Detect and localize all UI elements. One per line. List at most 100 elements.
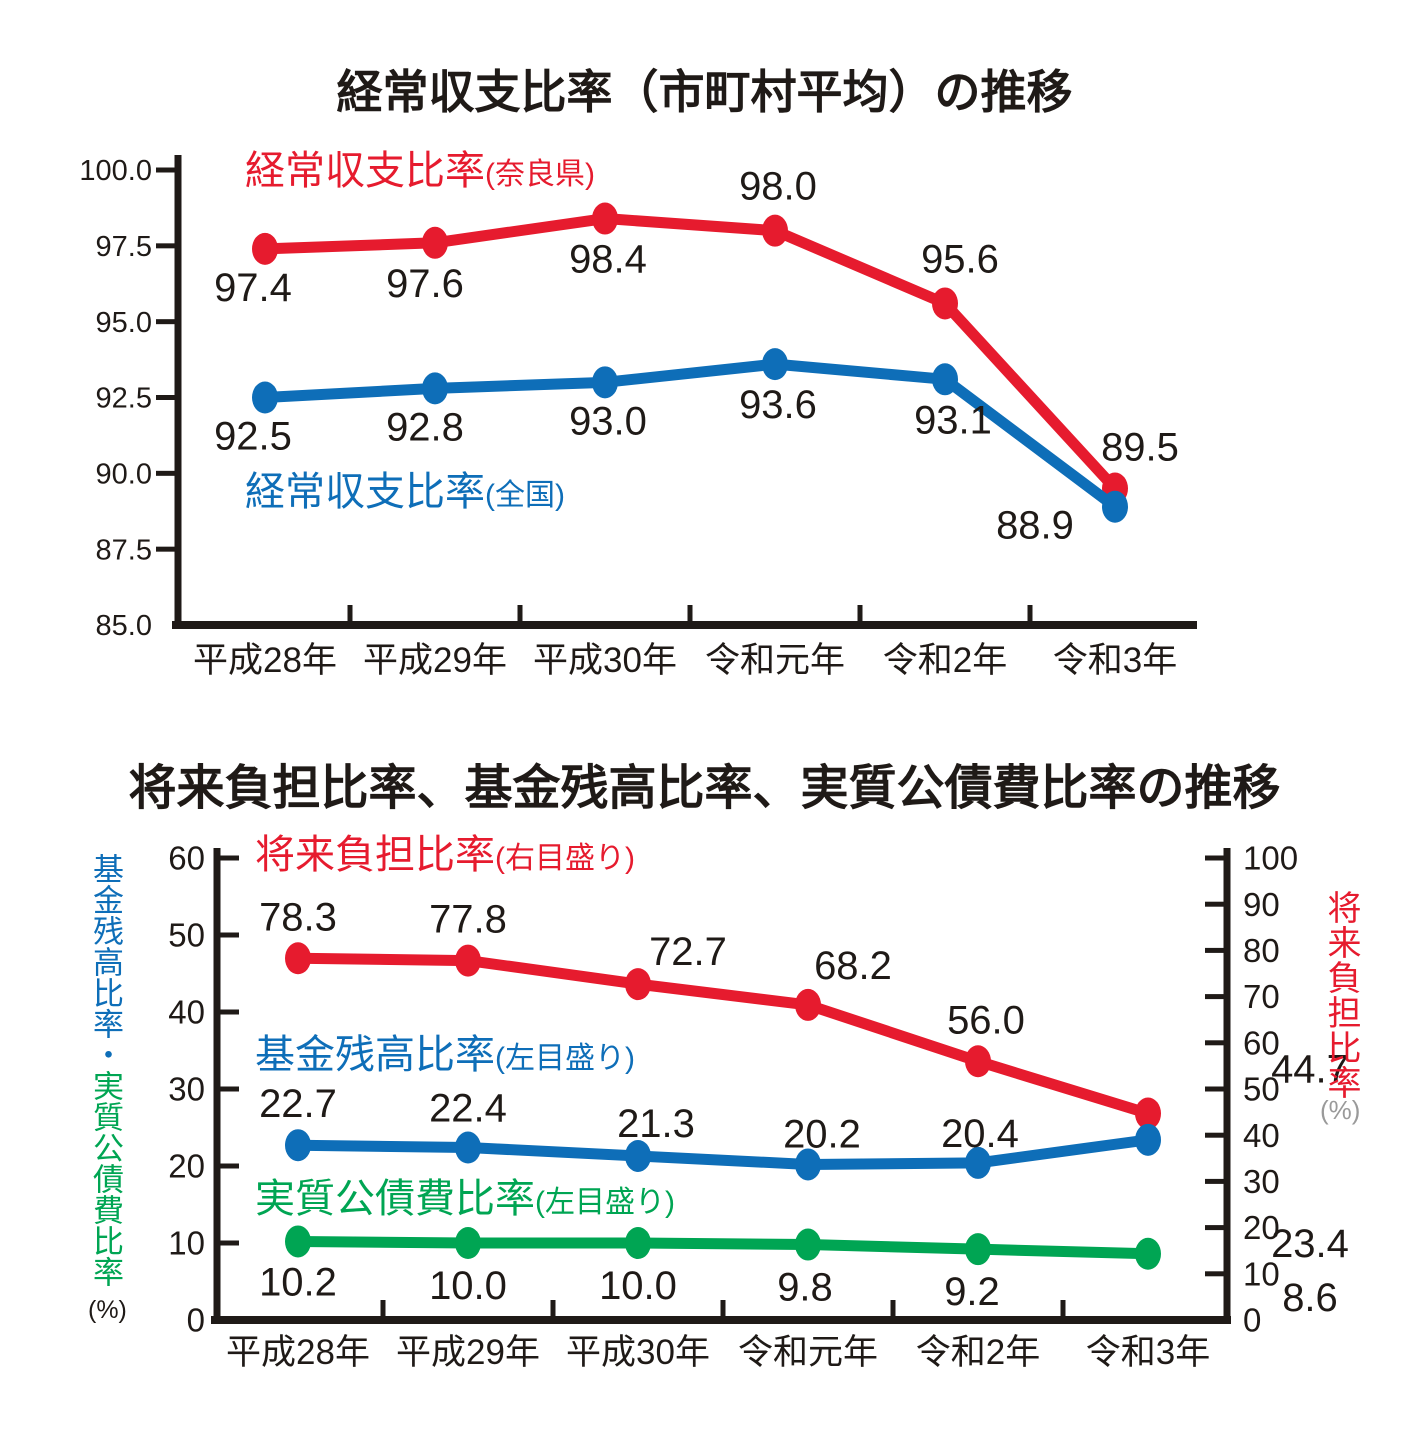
chart1-series-1-value-label: 93.1 bbox=[914, 398, 992, 442]
chart1-series-0-marker bbox=[762, 214, 788, 247]
chart2-series-0-marker bbox=[1135, 1097, 1161, 1130]
chart2-y-tick-right bbox=[1205, 947, 1227, 953]
chart2-x-label: 令和2年 bbox=[916, 1333, 1040, 1372]
chart2-x-label: 平成29年 bbox=[396, 1333, 540, 1372]
chart1-y-axis-left bbox=[174, 155, 182, 629]
chart1-y-tick-left bbox=[156, 470, 178, 476]
chart1-series-0-value-label: 97.4 bbox=[214, 266, 292, 310]
chart1-x-label: 令和3年 bbox=[1053, 641, 1177, 680]
chart2-series-0-value-label: 56.0 bbox=[947, 998, 1025, 1042]
chart2-y-tick-label-right: 20 bbox=[1243, 1209, 1280, 1246]
chart2-series-1-marker bbox=[625, 1139, 651, 1172]
chart2-y-tick-right bbox=[1205, 1225, 1227, 1231]
chart2-x-tick bbox=[720, 1300, 726, 1316]
chart1-y-tick-left bbox=[156, 395, 178, 400]
chart2-y-tick-right bbox=[1205, 1132, 1227, 1138]
chart2-series-0-legend: 将来負担比率(右目盛り) bbox=[255, 833, 635, 877]
chart1-series-0-marker bbox=[932, 287, 958, 320]
chart1-series-0-line bbox=[259, 213, 1121, 494]
chart2-series-2-marker bbox=[965, 1233, 991, 1266]
chart2-x-axis bbox=[211, 1316, 1231, 1324]
chart1-x-axis bbox=[172, 621, 1197, 629]
chart2-series-2-line bbox=[292, 1235, 1154, 1260]
chart1-y-tick-label-left: 97.5 bbox=[96, 231, 152, 263]
chart2-series-2-value-label: 9.8 bbox=[777, 1266, 833, 1310]
chart2-right-axis-unit: (%) bbox=[1320, 1095, 1361, 1125]
chart2-title: 将来負担比率、基金残高比率、実質公債費比率の推移 bbox=[128, 762, 1281, 815]
chart1-y-tick-label-left: 100.0 bbox=[79, 155, 152, 187]
chart1-x-tick bbox=[347, 605, 353, 621]
chart2-y-tick-left bbox=[217, 855, 239, 861]
chart1-y-tick-left bbox=[156, 546, 178, 552]
chart2-series-1-marker bbox=[795, 1148, 821, 1181]
chart2-x-label: 平成28年 bbox=[226, 1333, 370, 1372]
chart1-series-1-value-label: 93.6 bbox=[739, 383, 817, 427]
chart2-y-tick-right bbox=[1205, 901, 1227, 907]
chart2-series-1-value-label: 20.4 bbox=[941, 1112, 1019, 1156]
chart2-y-tick-right bbox=[1205, 1178, 1227, 1184]
chart1-x-tick bbox=[687, 605, 693, 621]
chart2-x-tick bbox=[890, 1300, 896, 1316]
chart2-y-tick-label-right: 40 bbox=[1243, 1117, 1280, 1154]
chart2-y-tick-left bbox=[217, 1009, 239, 1015]
chart2-y-tick-label-left: 0 bbox=[187, 1302, 205, 1339]
chart2-series-0-value-label: 72.7 bbox=[649, 930, 727, 974]
chart2-y-tick-label-right: 10 bbox=[1243, 1255, 1280, 1292]
chart2-y-tick-right bbox=[1205, 855, 1227, 861]
chart2-series-1-marker bbox=[285, 1129, 311, 1162]
chart2-x-tick bbox=[1060, 1300, 1066, 1316]
chart2-y-tick-label-left: 60 bbox=[168, 840, 205, 877]
chart2-y-tick-right bbox=[1205, 1271, 1227, 1277]
chart2-y-tick-right bbox=[1205, 1086, 1227, 1092]
chart1-y-tick-left bbox=[156, 319, 178, 325]
chart1-series-1-marker bbox=[932, 363, 958, 396]
chart2-y-tick-label-right: 100 bbox=[1243, 840, 1298, 877]
chart2-y-tick-left bbox=[217, 932, 239, 938]
chart2-series-0-value-label: 44.7 bbox=[1271, 1047, 1349, 1091]
chart1-x-label: 平成29年 bbox=[363, 641, 507, 680]
fund-balance-ratio-axis-label: 基金残高比率・ bbox=[88, 853, 123, 1070]
chart1-series-1-marker bbox=[252, 381, 278, 414]
chart1-series-0-value-label: 89.5 bbox=[1101, 426, 1179, 470]
chart1-series-1-marker bbox=[422, 372, 448, 405]
chart1-y-tick-label-left: 87.5 bbox=[96, 534, 152, 566]
chart1-title: 経常収支比率（市町村平均）の推移 bbox=[336, 66, 1073, 118]
chart2-y-tick-label-right: 70 bbox=[1243, 978, 1280, 1015]
chart1-series-0-legend: 経常収支比率(奈良県) bbox=[245, 149, 595, 193]
chart1-series-0-value-label: 97.6 bbox=[386, 262, 464, 306]
chart2-series-1-value-label: 20.2 bbox=[783, 1112, 861, 1156]
chart1-series-0-value-label: 98.4 bbox=[569, 238, 647, 282]
chart2-series-1-marker bbox=[965, 1146, 991, 1179]
chart2-series-0-value-label: 77.8 bbox=[429, 898, 507, 942]
chart1-y-tick-label-left: 92.5 bbox=[96, 383, 152, 415]
chart2-series-2-marker bbox=[455, 1227, 481, 1259]
chart2-series-1-marker bbox=[1135, 1123, 1161, 1156]
chart1-series-1-marker bbox=[1102, 490, 1128, 523]
chart2-y-tick-label-left: 50 bbox=[168, 917, 205, 954]
chart2-y-tick-left bbox=[217, 1163, 239, 1169]
chart2-x-label: 令和3年 bbox=[1086, 1333, 1210, 1372]
chart2-y-tick-label-right: 50 bbox=[1243, 1071, 1280, 1108]
chart1-y-tick-label-left: 95.0 bbox=[96, 307, 152, 339]
chart1-series-1-legend: 経常収支比率(全国) bbox=[245, 470, 565, 514]
chart2-series-2-marker bbox=[795, 1228, 821, 1261]
chart2-left-axis-unit: (%) bbox=[88, 1296, 127, 1324]
chart1-x-tick bbox=[1027, 605, 1033, 621]
chart2-series-1-marker bbox=[455, 1131, 481, 1164]
chart2-y-tick-right bbox=[1205, 1040, 1227, 1046]
chart1-x-tick bbox=[517, 605, 523, 621]
chart2-y-tick-left bbox=[217, 1086, 239, 1092]
chart2-series-1-line bbox=[292, 1134, 1154, 1170]
chart2-series-1-value-label: 22.7 bbox=[259, 1082, 337, 1126]
chart1-series-0-value-label: 98.0 bbox=[739, 165, 817, 209]
chart2-y-tick-label-left: 30 bbox=[168, 1071, 205, 1108]
chart2-y-tick-label-right: 30 bbox=[1243, 1163, 1280, 1200]
chart1-series-1-value-label: 88.9 bbox=[996, 504, 1074, 548]
chart2-y-axis-right bbox=[1223, 848, 1231, 1324]
chart2-series-2-value-label: 10.2 bbox=[259, 1260, 337, 1304]
chart1-series-0-value-label: 95.6 bbox=[921, 237, 999, 281]
chart2-y-tick-label-right: 90 bbox=[1243, 886, 1280, 923]
chart1-x-label: 平成28年 bbox=[193, 641, 337, 680]
